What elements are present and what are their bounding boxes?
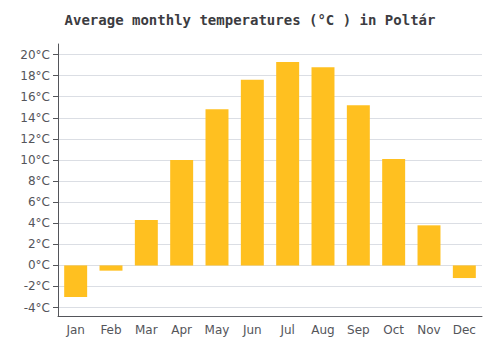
svg-text:16°C: 16°C: [20, 90, 50, 104]
svg-text:2°C: 2°C: [28, 237, 50, 251]
svg-text:0°C: 0°C: [28, 258, 50, 272]
svg-text:-2°C: -2°C: [24, 279, 50, 293]
svg-text:Jun: Jun: [242, 323, 262, 337]
svg-text:Apr: Apr: [171, 323, 192, 337]
svg-text:Nov: Nov: [417, 323, 440, 337]
svg-text:8°C: 8°C: [28, 174, 50, 188]
svg-text:Dec: Dec: [453, 323, 476, 337]
svg-text:Jul: Jul: [279, 323, 294, 337]
svg-text:Sep: Sep: [347, 323, 370, 337]
svg-text:12°C: 12°C: [20, 132, 50, 146]
svg-text:10°C: 10°C: [20, 153, 50, 167]
svg-text:Oct: Oct: [383, 323, 404, 337]
svg-text:Mar: Mar: [135, 323, 158, 337]
svg-text:Feb: Feb: [100, 323, 121, 337]
svg-text:18°C: 18°C: [20, 69, 50, 83]
svg-text:May: May: [205, 323, 230, 337]
svg-text:14°C: 14°C: [20, 111, 50, 125]
svg-text:4°C: 4°C: [28, 216, 50, 230]
svg-text:6°C: 6°C: [28, 195, 50, 209]
svg-text:Jan: Jan: [65, 323, 85, 337]
svg-text:20°C: 20°C: [20, 48, 50, 62]
svg-text:Aug: Aug: [311, 323, 334, 337]
svg-text:-4°C: -4°C: [24, 301, 50, 315]
svg-text:Average monthly temperatures (: Average monthly temperatures (°C ) in Po…: [65, 12, 436, 28]
